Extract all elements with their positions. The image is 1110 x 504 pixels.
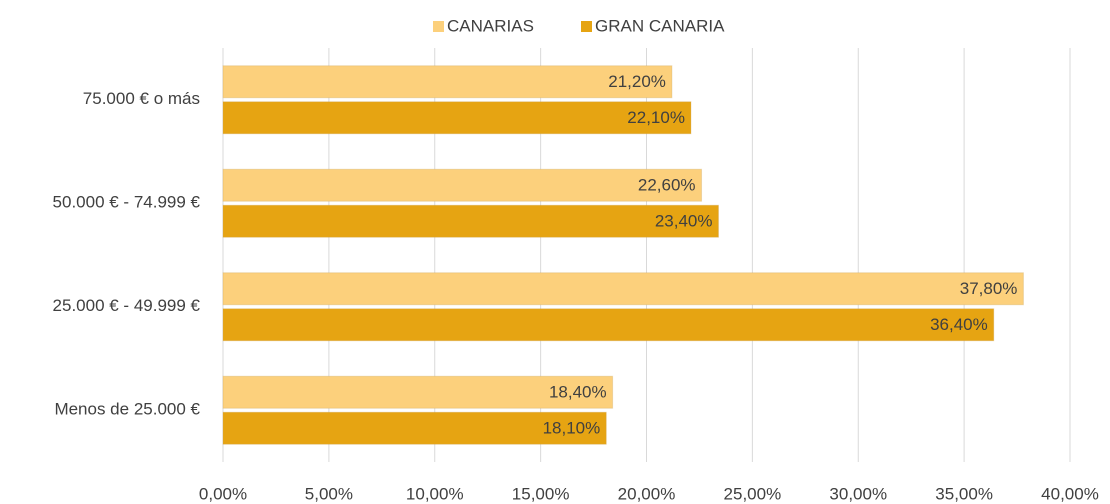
x-tick-label: 25,00%: [724, 484, 782, 503]
legend-swatch: [581, 21, 592, 32]
x-tick-label: 15,00%: [512, 484, 570, 503]
bar: [222, 272, 1024, 306]
value-label: 36,40%: [930, 315, 988, 334]
value-label: 18,10%: [543, 419, 601, 438]
y-tick-label: 50.000 € - 74.999 €: [53, 193, 201, 212]
value-label: 23,40%: [655, 212, 713, 231]
x-tick-label: 40,00%: [1041, 484, 1099, 503]
x-tick-label: 35,00%: [935, 484, 993, 503]
value-label: 21,20%: [608, 72, 666, 91]
x-tick-label: 30,00%: [829, 484, 887, 503]
x-tick-label: 5,00%: [305, 484, 353, 503]
y-tick-label: 25.000 € - 49.999 €: [53, 296, 201, 315]
bar: [222, 411, 607, 445]
bar: [222, 101, 692, 135]
bar: [222, 168, 703, 202]
legend-swatch: [433, 21, 444, 32]
bar: [222, 65, 673, 99]
y-tick-label: 75.000 € o más: [83, 89, 200, 108]
value-label: 18,40%: [549, 383, 607, 402]
value-label: 22,60%: [638, 176, 696, 195]
bar: [222, 375, 614, 409]
x-tick-label: 0,00%: [199, 484, 247, 503]
value-label: 37,80%: [960, 279, 1018, 298]
bar: [222, 308, 995, 342]
x-tick-label: 10,00%: [406, 484, 464, 503]
x-tick-label: 20,00%: [618, 484, 676, 503]
legend-label: GRAN CANARIA: [595, 16, 725, 35]
value-label: 22,10%: [627, 108, 685, 127]
bar: [222, 204, 719, 238]
y-tick-label: Menos de 25.000 €: [54, 400, 200, 419]
legend-label: CANARIAS: [447, 16, 534, 35]
